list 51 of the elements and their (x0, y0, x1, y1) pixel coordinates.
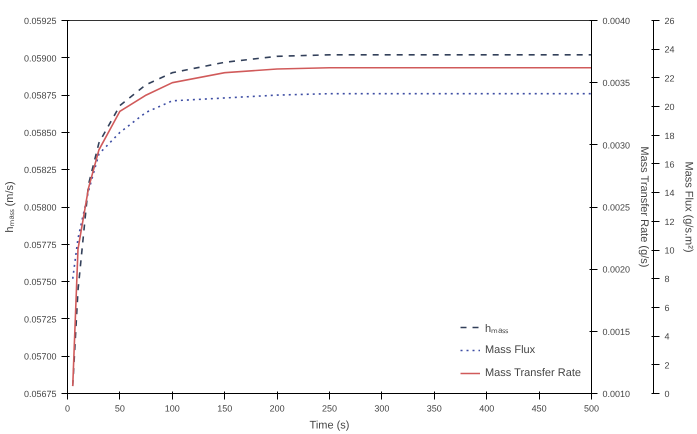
x-tick-label: 250 (322, 404, 338, 414)
y3-tick-label: 18 (664, 130, 675, 141)
y3-tick-label: 0 (664, 389, 670, 399)
y-axis-title: hₘₐₛₛ (m/s) (4, 181, 16, 233)
y-tick-label: 0.05875 (24, 90, 57, 101)
y2-tick-label: 0.0035 (602, 78, 630, 88)
y3-tick-label: 4 (664, 332, 670, 342)
y-tick-label: 0.05775 (24, 240, 57, 250)
y2-tick-label: 0.0025 (602, 202, 630, 212)
y-tick-label: 0.05750 (24, 277, 57, 288)
x-tick-label: 450 (532, 404, 547, 414)
y2-axis-title: Mass Transfer Rate (g/s) (638, 146, 650, 268)
y2-tick-label: 0.0040 (602, 16, 630, 26)
y3-tick-label: 8 (664, 274, 670, 284)
line-series (72, 92, 592, 280)
y2-tick-label: 0.0030 (602, 140, 630, 150)
y3-tick-label: 26 (664, 16, 675, 26)
x-tick-label: 400 (479, 404, 494, 414)
y3-tick-label: 6 (664, 302, 670, 313)
y3-tick-label: 22 (664, 73, 675, 84)
y2-tick-label: 0.0015 (602, 326, 630, 337)
y3-tick-label: 2 (664, 360, 670, 370)
x-tick-label: 500 (584, 404, 600, 414)
y3-tick-label: 10 (664, 246, 675, 256)
y-tick-label: 0.05900 (24, 53, 57, 64)
y3-tick-label: 12 (664, 216, 675, 227)
legend-label: Mass Flux (485, 344, 536, 356)
x-tick-label: 300 (374, 404, 390, 414)
y-tick-label: 0.05700 (24, 352, 57, 362)
y-tick-label: 0.05800 (24, 202, 57, 212)
y-tick-label: 0.05725 (24, 314, 57, 324)
x-tick-label: 200 (270, 404, 285, 414)
y2-tick-label: 0.0020 (602, 264, 630, 275)
legend-label: hₘₐₛₛ (485, 322, 508, 334)
x-tick-label: 350 (426, 404, 442, 414)
y3-tick-label: 14 (664, 188, 675, 198)
y-tick-label: 0.05675 (24, 389, 57, 399)
x-axis-title: Time (s) (310, 420, 350, 432)
y3-axis-title: Mass Flux (g/s.m²) (682, 161, 695, 253)
y-tick-label: 0.05850 (24, 128, 57, 138)
y3-tick-label: 16 (664, 159, 675, 170)
y-tick-label: 0.05925 (24, 16, 57, 26)
y3-tick-label: 24 (664, 44, 675, 55)
x-tick-label: 50 (114, 404, 125, 414)
x-tick-label: 100 (164, 404, 180, 414)
y2-tick-label: 0.0010 (602, 389, 630, 399)
x-tick-label: 0 (64, 404, 70, 414)
y-tick-label: 0.05825 (24, 165, 57, 176)
x-tick-label: 150 (217, 404, 232, 414)
legend-label: Mass Transfer Rate (485, 367, 581, 379)
y3-tick-label: 20 (664, 102, 675, 112)
